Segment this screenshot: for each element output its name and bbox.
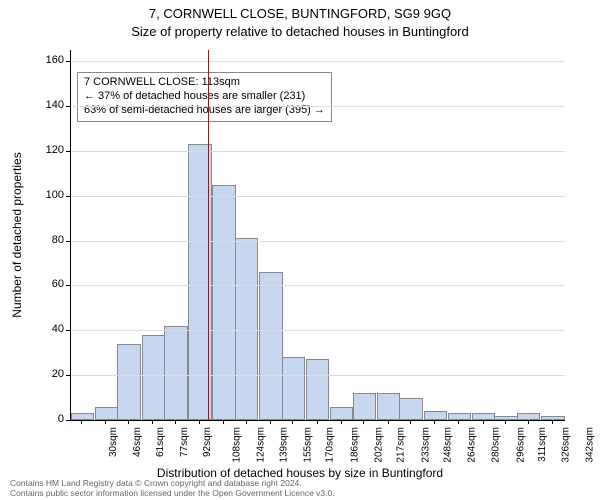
y-tick-label: 0 bbox=[34, 413, 64, 425]
y-tick-label: 140 bbox=[34, 99, 64, 111]
x-tick-mark bbox=[223, 420, 224, 424]
histogram-bar bbox=[399, 398, 422, 420]
x-tick-mark bbox=[341, 420, 342, 424]
annotation-box: 7 CORNWELL CLOSE: 113sqm ← 37% of detach… bbox=[77, 72, 332, 121]
y-tick-label: 100 bbox=[34, 189, 64, 201]
x-tick-label: 170sqm bbox=[325, 427, 336, 463]
plot-area: 7 CORNWELL CLOSE: 113sqm ← 37% of detach… bbox=[70, 50, 565, 421]
y-tick-label: 40 bbox=[34, 323, 64, 335]
x-tick-mark bbox=[81, 420, 82, 424]
x-tick-mark bbox=[246, 420, 247, 424]
footer-line2: Contains public sector information licen… bbox=[10, 489, 335, 498]
x-tick-label: 233sqm bbox=[420, 427, 431, 463]
chart-subtitle: Size of property relative to detached ho… bbox=[0, 24, 600, 39]
gridline bbox=[71, 375, 565, 376]
y-tick-mark bbox=[66, 196, 70, 197]
histogram-bar bbox=[353, 393, 376, 420]
x-tick-mark bbox=[270, 420, 271, 424]
y-tick-label: 120 bbox=[34, 144, 64, 156]
x-tick-label: 280sqm bbox=[491, 427, 502, 463]
x-tick-mark bbox=[410, 420, 411, 424]
gridline bbox=[71, 106, 565, 107]
histogram-bar bbox=[212, 185, 235, 420]
histogram-bar bbox=[117, 344, 140, 420]
y-tick-mark bbox=[66, 285, 70, 286]
reference-line bbox=[208, 50, 209, 420]
x-tick-mark bbox=[505, 420, 506, 424]
histogram-bar bbox=[472, 413, 495, 420]
x-tick-label: 92sqm bbox=[202, 427, 213, 457]
gridline bbox=[71, 196, 565, 197]
histogram-bar bbox=[424, 411, 447, 420]
footer-attribution: Contains HM Land Registry data © Crown c… bbox=[10, 479, 335, 498]
x-tick-mark bbox=[388, 420, 389, 424]
histogram-bar bbox=[448, 413, 471, 420]
x-tick-mark bbox=[552, 420, 553, 424]
histogram-bar bbox=[517, 413, 540, 420]
x-tick-label: 264sqm bbox=[467, 427, 478, 463]
gridline bbox=[71, 61, 565, 62]
histogram-bar bbox=[95, 407, 118, 420]
x-tick-mark bbox=[363, 420, 364, 424]
x-tick-label: 155sqm bbox=[302, 427, 313, 463]
annotation-line1: 7 CORNWELL CLOSE: 113sqm bbox=[84, 76, 325, 90]
histogram-bar bbox=[259, 272, 282, 420]
y-tick-mark bbox=[66, 241, 70, 242]
x-tick-label: 326sqm bbox=[560, 427, 571, 463]
y-tick-label: 80 bbox=[34, 234, 64, 246]
x-tick-label: 311sqm bbox=[537, 427, 548, 462]
histogram-bar bbox=[282, 357, 305, 420]
gridline bbox=[71, 151, 565, 152]
x-tick-mark bbox=[128, 420, 129, 424]
y-tick-mark bbox=[66, 420, 70, 421]
x-tick-mark bbox=[292, 420, 293, 424]
y-tick-label: 160 bbox=[34, 54, 64, 66]
y-tick-mark bbox=[66, 375, 70, 376]
x-tick-label: 30sqm bbox=[108, 427, 119, 457]
annotation-line2: ← 37% of detached houses are smaller (23… bbox=[84, 90, 325, 104]
x-tick-mark bbox=[152, 420, 153, 424]
x-tick-mark bbox=[317, 420, 318, 424]
y-tick-mark bbox=[66, 330, 70, 331]
x-tick-label: 186sqm bbox=[349, 427, 360, 463]
x-tick-mark bbox=[199, 420, 200, 424]
y-tick-label: 60 bbox=[34, 278, 64, 290]
gridline bbox=[71, 330, 565, 331]
histogram-bar bbox=[330, 407, 353, 420]
x-tick-label: 296sqm bbox=[515, 427, 526, 463]
x-tick-label: 202sqm bbox=[373, 427, 384, 463]
y-tick-label: 20 bbox=[34, 368, 64, 380]
histogram-bar bbox=[71, 413, 94, 420]
x-tick-label: 342sqm bbox=[585, 427, 596, 463]
y-axis-label: Number of detached properties bbox=[10, 152, 24, 317]
x-tick-label: 124sqm bbox=[256, 427, 267, 463]
y-tick-mark bbox=[66, 106, 70, 107]
histogram-bar bbox=[306, 359, 329, 420]
y-tick-mark bbox=[66, 61, 70, 62]
chart-title-address: 7, CORNWELL CLOSE, BUNTINGFORD, SG9 9GQ bbox=[0, 6, 600, 21]
histogram-bar bbox=[142, 335, 165, 420]
x-tick-label: 248sqm bbox=[443, 427, 454, 463]
x-tick-label: 217sqm bbox=[396, 427, 407, 463]
x-tick-label: 139sqm bbox=[278, 427, 289, 463]
x-tick-mark bbox=[105, 420, 106, 424]
x-tick-mark bbox=[458, 420, 459, 424]
x-tick-label: 77sqm bbox=[179, 427, 190, 457]
chart-container: 7, CORNWELL CLOSE, BUNTINGFORD, SG9 9GQ … bbox=[0, 0, 600, 500]
histogram-bar bbox=[164, 326, 187, 420]
gridline bbox=[71, 241, 565, 242]
histogram-bar bbox=[235, 238, 258, 420]
x-tick-mark bbox=[175, 420, 176, 424]
x-tick-mark bbox=[483, 420, 484, 424]
x-tick-mark bbox=[528, 420, 529, 424]
histogram-bar bbox=[377, 393, 400, 420]
y-tick-mark bbox=[66, 151, 70, 152]
x-tick-label: 46sqm bbox=[132, 427, 143, 457]
x-tick-label: 61sqm bbox=[155, 427, 166, 457]
x-tick-label: 108sqm bbox=[232, 427, 243, 463]
x-tick-mark bbox=[434, 420, 435, 424]
histogram-bar bbox=[541, 416, 564, 420]
gridline bbox=[71, 285, 565, 286]
